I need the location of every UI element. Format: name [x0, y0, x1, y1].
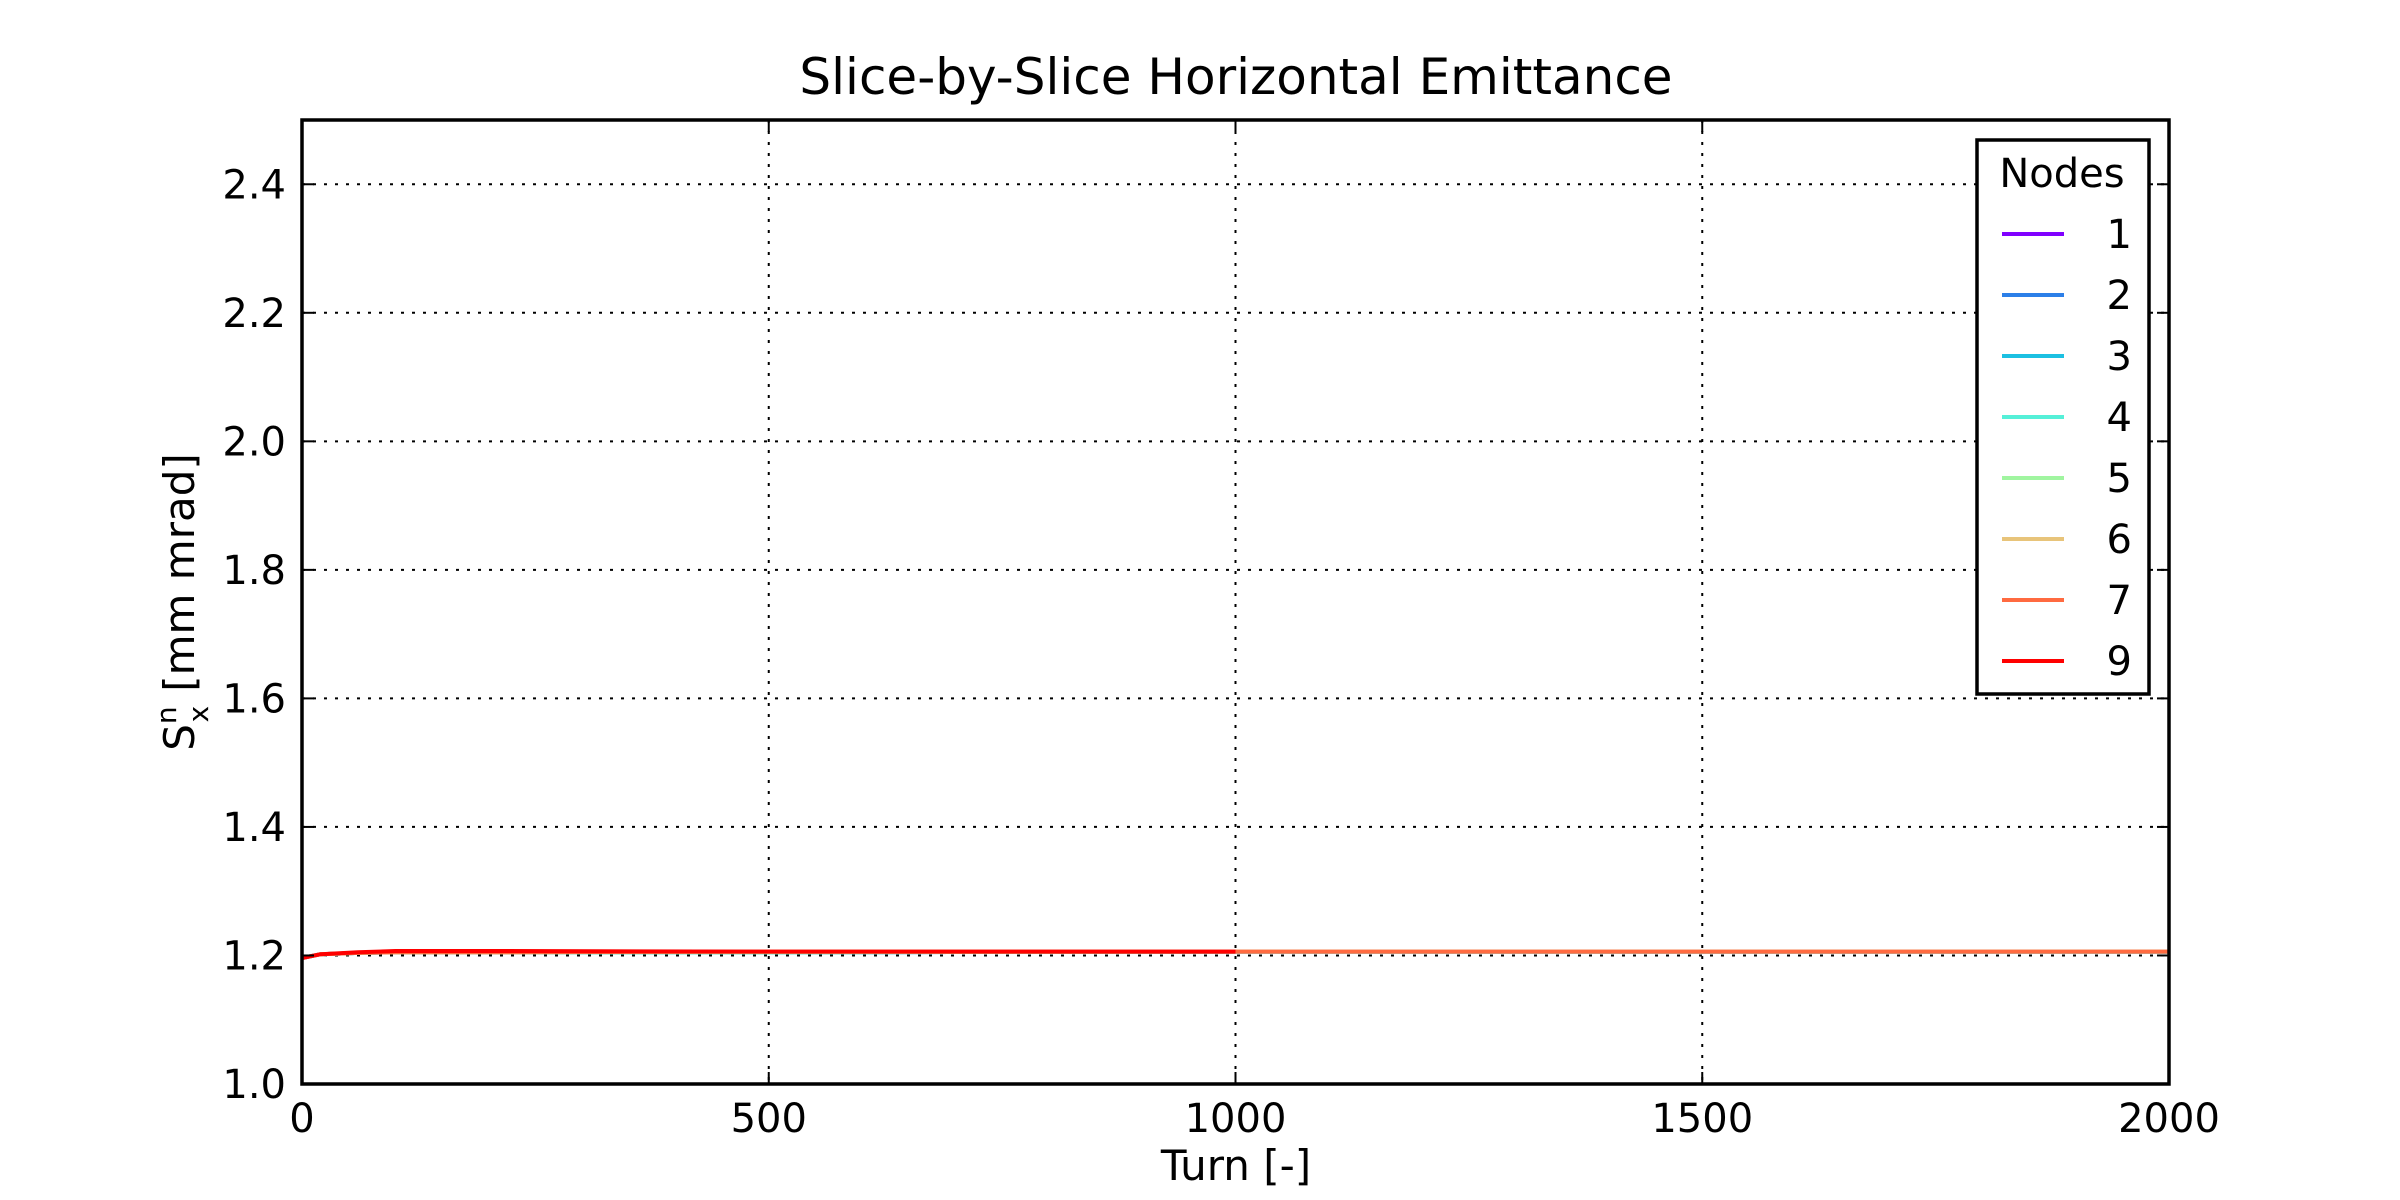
y-axis-label-sub: x	[182, 706, 215, 723]
chart-title: Slice-by-Slice Horizontal Emittance	[799, 48, 1672, 106]
y-tick-label: 1.8	[222, 548, 286, 594]
y-tick-label: 1.2	[222, 933, 286, 979]
y-tick-label: 1.0	[222, 1062, 286, 1108]
x-axis-label: Turn [-]	[1160, 1141, 1311, 1190]
legend-label-4: 4	[2107, 395, 2132, 441]
legend-title: Nodes	[1999, 151, 2124, 197]
legend-label-2: 2	[2107, 273, 2132, 319]
legend-label-3: 3	[2107, 334, 2132, 380]
series-line-9	[301, 949, 1236, 960]
legend: Nodes 1 2 3 4 5 6 7 9	[1975, 138, 2151, 696]
y-axis-label-units: [mm mrad]	[155, 453, 204, 692]
grid-lines	[302, 120, 2169, 1084]
x-tick-label: 500	[731, 1096, 807, 1142]
series-lines	[301, 949, 2169, 960]
legend-label-1: 1	[2107, 212, 2132, 258]
legend-entries: 1 2 3 4 5 6 7 9	[2002, 212, 2132, 685]
legend-label-9: 9	[2107, 639, 2132, 685]
y-axis-label-main: S	[155, 724, 204, 751]
y-tick-label: 1.6	[222, 676, 286, 722]
y-tick-label: 2.4	[222, 162, 286, 208]
x-tick-label: 1000	[1185, 1096, 1287, 1142]
x-tick-label: 1500	[1651, 1096, 1753, 1142]
axis-ticks	[301, 120, 2170, 1085]
y-axis-label: Snx [mm mrad]	[150, 453, 215, 751]
legend-label-6: 6	[2107, 517, 2132, 563]
y-tick-label: 1.4	[222, 805, 286, 851]
y-tick-label: 2.2	[222, 291, 286, 337]
y-tick-label: 2.0	[222, 419, 286, 465]
x-tick-labels: 0 500 1000 1500 2000	[289, 1096, 2220, 1142]
x-tick-label: 2000	[2118, 1096, 2220, 1142]
legend-label-7: 7	[2107, 578, 2132, 624]
y-tick-labels: 1.0 1.2 1.4 1.6 1.8 2.0 2.2 2.4	[222, 162, 286, 1108]
y-axis-label-sup: n	[150, 706, 183, 724]
x-tick-label: 0	[289, 1096, 314, 1142]
legend-label-5: 5	[2107, 456, 2132, 502]
